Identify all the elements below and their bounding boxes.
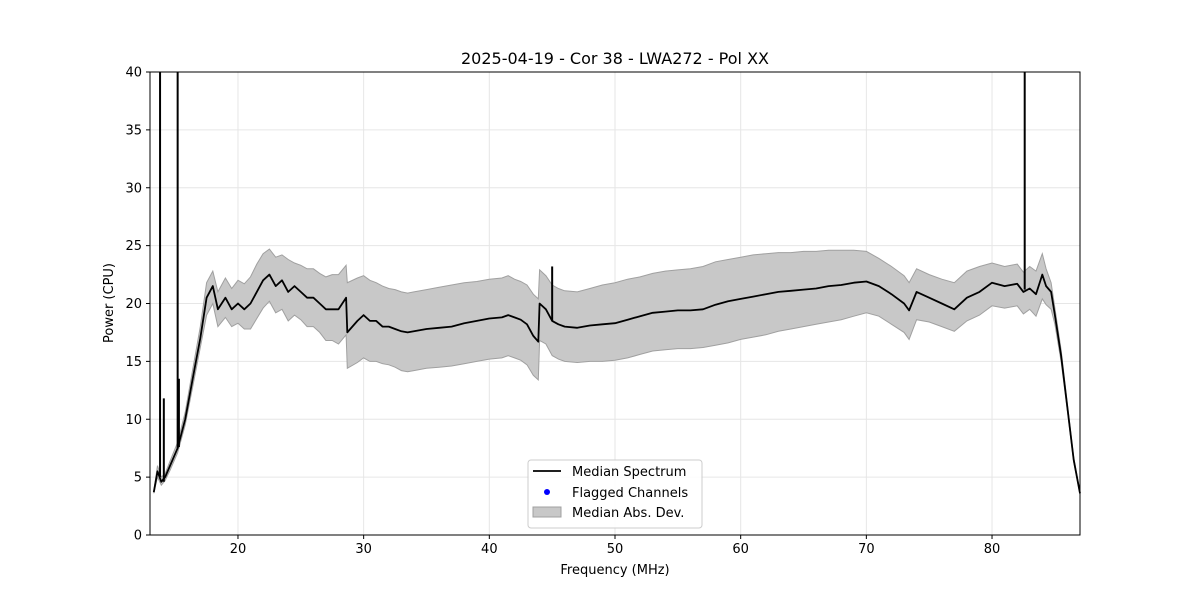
x-tick-label: 50 bbox=[607, 542, 624, 557]
x-tick-label: 60 bbox=[732, 542, 749, 557]
legend-box bbox=[527, 459, 703, 529]
legend-mad-swatch bbox=[532, 506, 562, 518]
x-tick-label: 70 bbox=[858, 542, 875, 557]
y-tick-label: 15 bbox=[125, 355, 142, 370]
x-tick-label: 30 bbox=[355, 542, 372, 557]
y-tick-label: 5 bbox=[134, 471, 142, 486]
x-tick-label: 20 bbox=[230, 542, 247, 557]
y-tick-label: 35 bbox=[125, 123, 142, 138]
x-tick-label: 40 bbox=[481, 542, 498, 557]
ticks: 20 30 40 50 60 70 80 0 5 10 15 20 25 30 35 40 bbox=[125, 66, 1000, 558]
chart-title: 2025-04-19 - Cor 38 - LWA272 - Pol XX bbox=[461, 49, 769, 68]
legend-flagged-label: Flagged Channels bbox=[572, 486, 688, 501]
y-tick-label: 20 bbox=[125, 297, 142, 312]
y-tick-label: 25 bbox=[125, 239, 142, 254]
median-line-layer bbox=[152, 72, 1081, 494]
y-tick-label: 10 bbox=[125, 413, 142, 428]
legend-median-label: Median Spectrum bbox=[572, 465, 686, 480]
legend: Median Spectrum Flagged Channels Median … bbox=[527, 459, 703, 529]
x-axis-label: Frequency (MHz) bbox=[560, 563, 669, 578]
y-tick-label: 30 bbox=[125, 181, 142, 196]
median-spectrum-line bbox=[152, 273, 1081, 494]
y-tick-label: 0 bbox=[134, 529, 142, 544]
x-tick-label: 80 bbox=[984, 542, 1001, 557]
y-axis-label: Power (CPU) bbox=[102, 263, 117, 343]
y-tick-label: 40 bbox=[125, 66, 142, 81]
legend-mad-label: Median Abs. Dev. bbox=[572, 506, 684, 521]
legend-flagged-swatch bbox=[544, 489, 550, 495]
